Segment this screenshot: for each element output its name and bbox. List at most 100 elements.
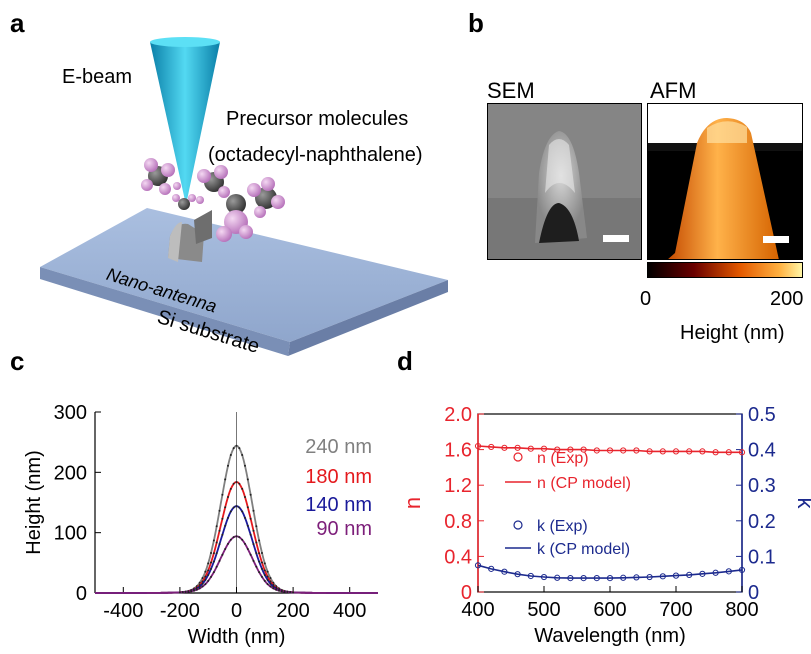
y-axis-label: Height (nm) bbox=[23, 450, 45, 554]
k-exp-point bbox=[514, 571, 521, 578]
k-exp-point bbox=[488, 565, 495, 572]
legend-label-1: n (CP model) bbox=[537, 475, 631, 492]
legend-label-0: n (Exp) bbox=[537, 450, 589, 467]
data-point bbox=[263, 569, 266, 572]
k-exp-point bbox=[527, 572, 534, 580]
n-exp-point bbox=[686, 448, 693, 455]
data-point bbox=[246, 506, 249, 509]
data-point bbox=[263, 562, 266, 565]
k-exp-point bbox=[501, 568, 508, 575]
data-point bbox=[272, 585, 275, 588]
n-exp-point bbox=[672, 448, 680, 455]
legend-label-3: k (CP model) bbox=[537, 541, 630, 558]
data-point bbox=[201, 577, 204, 580]
data-point bbox=[212, 539, 215, 542]
data-point bbox=[266, 578, 269, 581]
data-point bbox=[229, 454, 232, 457]
data-point bbox=[246, 547, 249, 550]
data-point bbox=[201, 582, 204, 585]
data-point bbox=[215, 541, 218, 544]
precursor-molecules bbox=[141, 158, 285, 242]
right-tick-label: 0.5 bbox=[748, 404, 776, 426]
data-point bbox=[224, 506, 227, 509]
data-point bbox=[215, 552, 218, 555]
left-tick-label: 0.4 bbox=[444, 546, 472, 568]
data-point bbox=[258, 571, 261, 574]
x-tick-label: -200 bbox=[160, 600, 200, 622]
x-tick-label: 400 bbox=[461, 599, 494, 621]
data-point bbox=[272, 587, 275, 590]
data-point bbox=[275, 588, 278, 591]
data-point bbox=[221, 517, 224, 520]
data-point bbox=[249, 517, 252, 520]
data-point bbox=[286, 591, 289, 594]
n-exp-point bbox=[514, 444, 521, 451]
panel-letter-b: b bbox=[468, 8, 484, 38]
data-point bbox=[241, 538, 244, 541]
optical-constants-chart: 0 0.4 0.8 1.2 1.6 2.0 0 0.1 0.2 0.3 0.4 0.5 400 500 60… bbox=[400, 404, 811, 647]
right-tick-label: 0.3 bbox=[748, 475, 776, 497]
data-point bbox=[193, 589, 196, 592]
data-point bbox=[204, 570, 207, 573]
left-tick-label: 1.2 bbox=[444, 475, 472, 497]
left-tick-label: 2.0 bbox=[444, 404, 472, 426]
data-point bbox=[227, 542, 230, 545]
afm-colorbar bbox=[647, 262, 803, 278]
x-tick-label: 0 bbox=[231, 600, 242, 622]
n-exp-point bbox=[593, 447, 600, 454]
precursor-label: Precursor molecules bbox=[226, 108, 409, 130]
data-point bbox=[255, 565, 258, 568]
data-point bbox=[283, 590, 286, 593]
schematic-illustration bbox=[40, 37, 448, 356]
colorbar-label: Height (nm) bbox=[680, 322, 785, 344]
data-point bbox=[260, 567, 263, 570]
data-point bbox=[221, 533, 224, 536]
x-tick-label: 600 bbox=[593, 599, 626, 621]
data-point bbox=[224, 547, 227, 550]
colorbar-min: 0 bbox=[640, 288, 652, 310]
data-point bbox=[252, 559, 255, 562]
y-tick-label: 100 bbox=[54, 523, 87, 545]
n-exp-point bbox=[659, 448, 666, 455]
data-point bbox=[207, 579, 210, 582]
data-point bbox=[232, 447, 235, 450]
data-point bbox=[246, 524, 249, 527]
x-axis-label: Width (nm) bbox=[188, 626, 286, 648]
data-point bbox=[243, 542, 246, 545]
panel-letter-a: a bbox=[10, 8, 25, 38]
data-point bbox=[235, 444, 238, 447]
data-point bbox=[218, 509, 221, 512]
data-point bbox=[204, 575, 207, 578]
data-point bbox=[190, 590, 193, 593]
legend-marker-0 bbox=[513, 452, 523, 462]
panel-letter-c: c bbox=[10, 346, 25, 376]
data-point bbox=[207, 569, 210, 572]
series-label-1: 180 nm bbox=[305, 466, 372, 488]
data-point bbox=[241, 487, 244, 490]
data-point bbox=[258, 539, 261, 542]
data-point bbox=[238, 482, 241, 485]
data-point bbox=[224, 524, 227, 527]
data-point bbox=[252, 509, 255, 512]
data-point bbox=[229, 538, 232, 541]
data-point bbox=[204, 578, 207, 581]
x-tick-label: -400 bbox=[103, 600, 143, 622]
data-point bbox=[243, 516, 246, 519]
k-exp-point bbox=[554, 574, 561, 581]
data-point bbox=[252, 529, 255, 532]
data-point bbox=[229, 510, 232, 513]
k-exp-point bbox=[567, 575, 574, 582]
data-point bbox=[207, 574, 210, 577]
data-point bbox=[181, 591, 184, 594]
panel-letter-d: d bbox=[397, 346, 413, 376]
k-exp-point bbox=[606, 575, 614, 582]
data-point bbox=[249, 533, 252, 536]
e-beam-cone bbox=[150, 42, 220, 205]
n-exp-point bbox=[527, 445, 534, 452]
left-tick-label: 0 bbox=[461, 582, 472, 604]
data-point bbox=[258, 552, 261, 555]
data-point bbox=[238, 447, 241, 450]
x-tick-label: 200 bbox=[276, 600, 309, 622]
k-exp-point bbox=[699, 570, 706, 577]
n-exp-point bbox=[646, 448, 653, 455]
